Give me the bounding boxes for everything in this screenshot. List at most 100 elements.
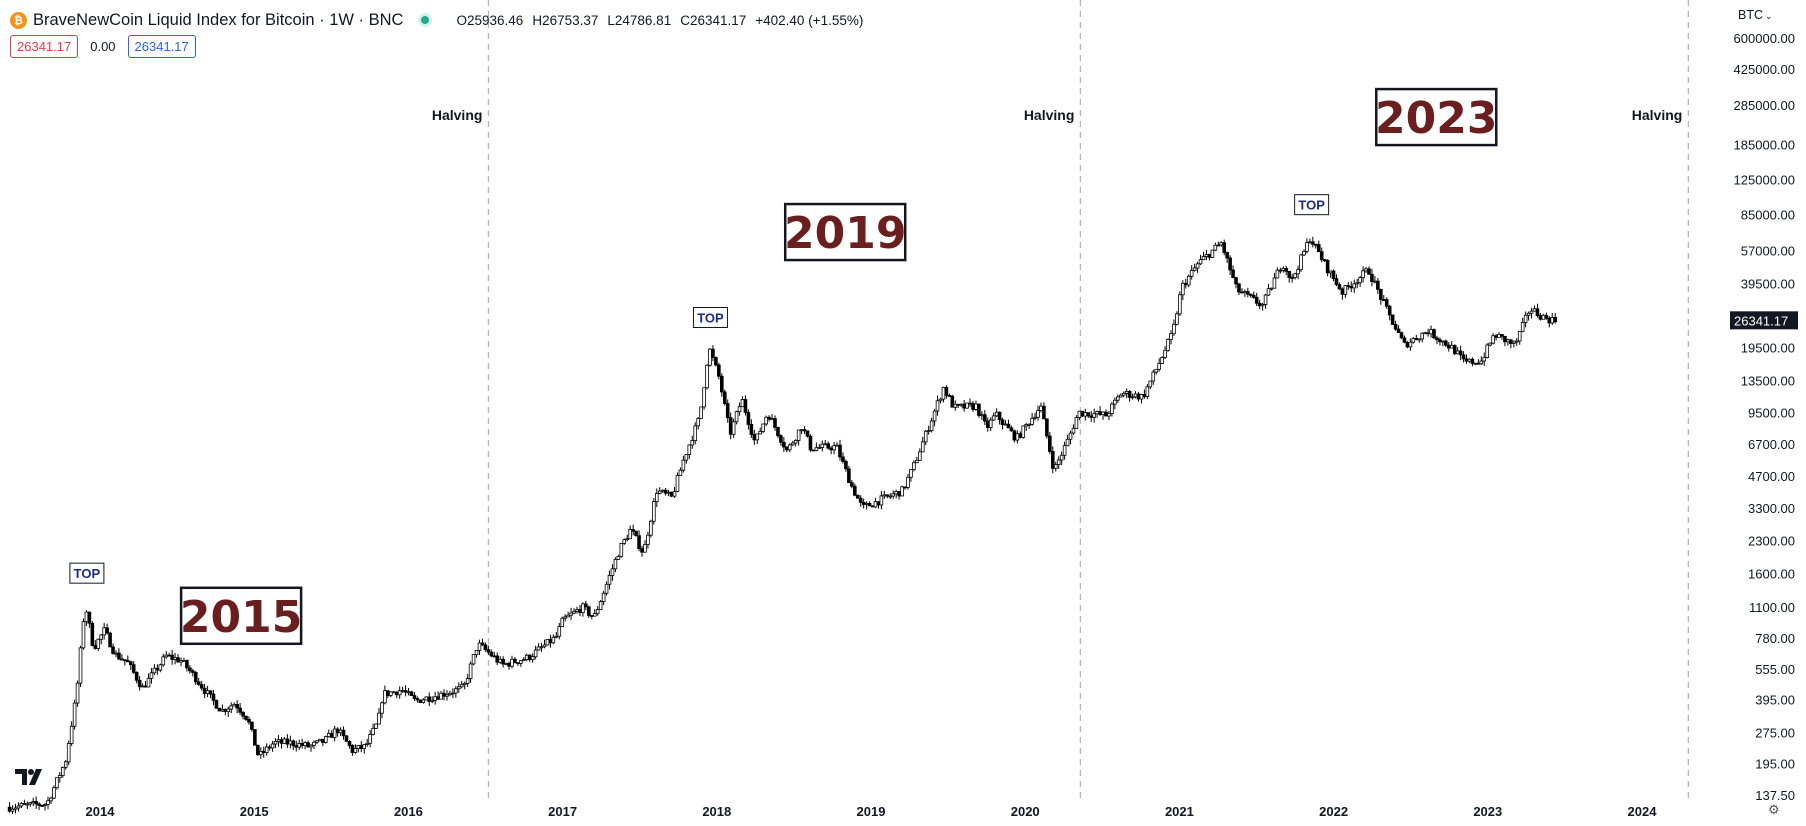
- candle: [1337, 282, 1342, 290]
- candle: [1006, 419, 1011, 429]
- candle: [888, 493, 893, 499]
- candle: [1012, 429, 1017, 443]
- candle: [406, 687, 411, 696]
- candle: [814, 442, 819, 452]
- candle: [920, 436, 925, 453]
- candle: [1213, 242, 1218, 251]
- candle: [749, 419, 754, 439]
- candle: [232, 702, 236, 707]
- candle: [977, 403, 981, 418]
- candle: [1281, 266, 1286, 273]
- candle: [1488, 342, 1492, 347]
- gear-icon[interactable]: ⚙: [1768, 803, 1780, 818]
- candle: [885, 494, 890, 499]
- market-status-icon[interactable]: [421, 16, 430, 24]
- candle: [37, 802, 41, 810]
- candle: [1503, 335, 1507, 347]
- candle: [740, 396, 745, 408]
- candle: [1136, 391, 1141, 402]
- candle: [699, 406, 703, 420]
- sell-price-button[interactable]: 26341.17: [10, 35, 79, 58]
- candle: [1181, 280, 1185, 301]
- candle: [1172, 319, 1176, 336]
- candle: [140, 683, 145, 688]
- candle: [1364, 267, 1368, 274]
- candle: [654, 488, 659, 508]
- candle: [1062, 441, 1067, 460]
- candle: [592, 609, 597, 617]
- candle: [1198, 254, 1203, 266]
- candle: [1506, 338, 1510, 346]
- candle: [1160, 356, 1164, 365]
- candle: [584, 600, 588, 611]
- candle: [545, 638, 550, 646]
- candle: [519, 660, 523, 667]
- candles: [7, 236, 1557, 815]
- candle: [861, 498, 866, 509]
- candle: [179, 657, 183, 667]
- candle: [1104, 409, 1108, 417]
- candle: [1039, 402, 1043, 413]
- candle: [1449, 341, 1454, 349]
- candle: [1266, 283, 1271, 297]
- candle: [1485, 343, 1490, 359]
- candle: [347, 740, 352, 749]
- candle: [1402, 335, 1407, 344]
- candle: [1116, 394, 1120, 403]
- candle: [439, 690, 443, 700]
- time-axis[interactable]: 2014 2015 2016 2017 2018 2019 2020 2021 2022 2023…: [86, 804, 1658, 819]
- candle: [312, 740, 316, 749]
- candle: [261, 746, 266, 758]
- candle: [306, 740, 310, 748]
- candle: [1021, 425, 1026, 439]
- halving-lines: [487, 0, 1689, 800]
- candle: [480, 638, 485, 647]
- candle: [143, 681, 148, 688]
- top-label: TOP: [1294, 194, 1330, 216]
- candle: [1195, 261, 1200, 273]
- candle: [241, 711, 245, 720]
- candle: [389, 691, 393, 698]
- candle: [170, 649, 174, 665]
- candle: [507, 661, 511, 670]
- buy-price-button[interactable]: 26341.17: [127, 35, 196, 58]
- candle: [850, 479, 854, 489]
- candle: [1042, 402, 1046, 420]
- time-tick: 2024: [1628, 804, 1658, 819]
- candle: [941, 386, 946, 403]
- candle: [191, 668, 195, 677]
- currency-label: BTC: [1738, 8, 1763, 22]
- candle: [1121, 391, 1126, 398]
- candle: [465, 673, 470, 687]
- candle: [1373, 276, 1377, 284]
- candle: [1381, 295, 1386, 301]
- candle: [527, 654, 532, 662]
- candle: [542, 639, 547, 649]
- candle: [785, 446, 789, 453]
- candle: [1216, 241, 1221, 247]
- candle: [1118, 393, 1123, 398]
- candle: [906, 473, 910, 490]
- candle: [16, 802, 21, 812]
- candle: [264, 743, 269, 756]
- candle: [477, 639, 482, 656]
- candle: [779, 434, 783, 446]
- candle: [134, 671, 139, 684]
- candle: [1009, 425, 1014, 432]
- symbol-title[interactable]: BraveNewCoin Liquid Index for Bitcoin · …: [33, 10, 404, 29]
- candle: [1163, 346, 1167, 359]
- candle: [1405, 341, 1410, 349]
- candle: [60, 766, 65, 778]
- candle: [1538, 312, 1543, 321]
- candle: [1157, 358, 1161, 372]
- candle: [462, 681, 467, 690]
- price-tick: 9500.00: [1748, 405, 1795, 420]
- candle: [513, 657, 517, 664]
- currency-selector[interactable]: BTC ⌄: [1738, 8, 1773, 22]
- candle: [770, 414, 774, 420]
- candle: [817, 444, 822, 449]
- price-axis[interactable]: 600000.00 425000.00 285000.00 185000.00 1250…: [1730, 31, 1798, 803]
- candle: [1482, 352, 1487, 366]
- price-tick: 1100.00: [1749, 600, 1795, 615]
